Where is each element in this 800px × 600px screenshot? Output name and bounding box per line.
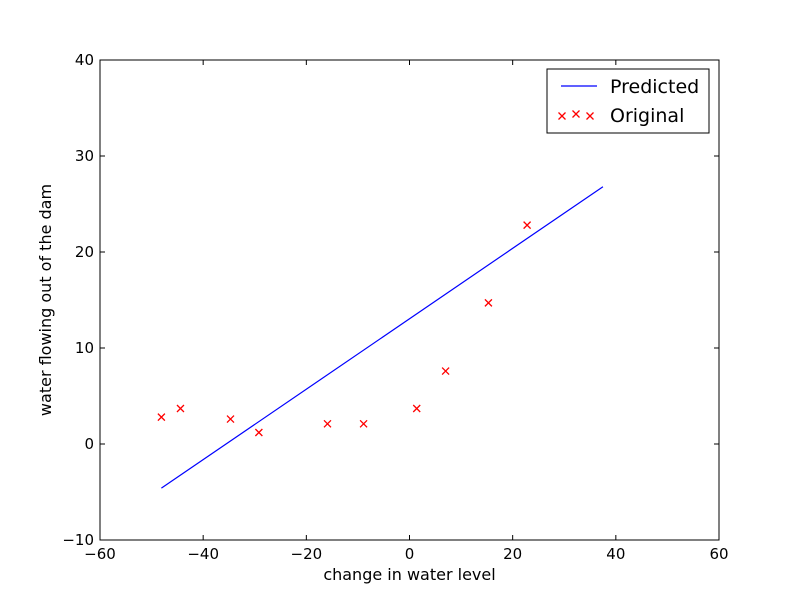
y-tick-label: 30 xyxy=(75,147,94,165)
x-axis-label: change in water level xyxy=(323,565,495,584)
y-tick-label: 40 xyxy=(75,51,94,69)
original-point xyxy=(254,428,263,437)
original-point xyxy=(359,419,368,428)
y-tick-label: 20 xyxy=(75,243,94,261)
original-point xyxy=(523,221,532,230)
legend-box xyxy=(546,68,710,134)
x-tick-label: −40 xyxy=(187,545,219,563)
original-point xyxy=(176,404,185,413)
original-point xyxy=(157,413,166,422)
y-axis-label: water flowing out of the dam xyxy=(36,184,55,416)
original-point xyxy=(226,415,235,423)
original-point xyxy=(412,404,421,413)
y-tick-label: 10 xyxy=(75,339,94,357)
legend-marker-swatch xyxy=(572,110,580,118)
x-tick-label: 0 xyxy=(405,545,415,563)
plot-area xyxy=(157,186,604,489)
legend-label: Original xyxy=(610,105,684,127)
legend-marker-swatch xyxy=(586,112,594,120)
y-tick-label: −10 xyxy=(62,531,94,549)
y-tick-label: 0 xyxy=(84,435,94,453)
x-tick-label: −60 xyxy=(84,545,116,563)
axes: −60 −40 −20 0 20 40 60 −10 0 10 20 30 40 change in wa… xyxy=(36,51,729,584)
x-tick-label: 60 xyxy=(709,545,728,563)
legend-label: Predicted xyxy=(610,76,699,98)
x-tick-label: 40 xyxy=(606,545,625,563)
original-point xyxy=(441,367,450,375)
predicted-line xyxy=(161,186,604,489)
legend-marker-swatch xyxy=(558,112,566,120)
original-point xyxy=(323,419,332,428)
x-tick-label: 20 xyxy=(503,545,522,563)
original-point xyxy=(484,298,493,307)
legend: Predicted Original xyxy=(546,68,710,134)
x-tick-label: −20 xyxy=(291,545,323,563)
